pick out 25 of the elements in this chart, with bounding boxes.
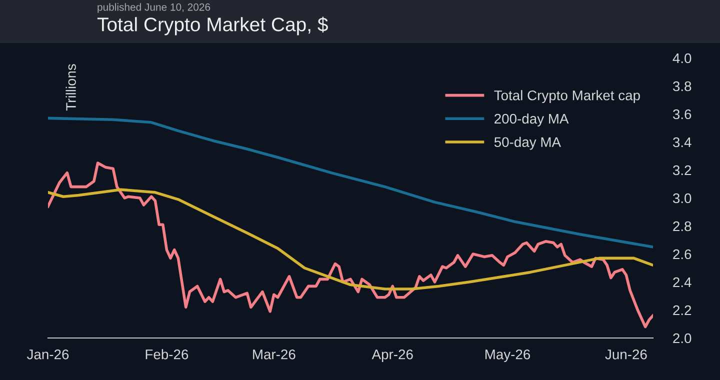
line-series: [48, 188, 653, 290]
y-tick-label: 4.0: [672, 53, 692, 64]
x-tick-label: May-26: [485, 349, 530, 362]
x-tick-label: Jan-26: [26, 349, 69, 360]
x-tick-label: Jun-26: [605, 349, 647, 360]
y-tick-label: 3.6: [672, 109, 692, 120]
x-tick-label: Feb-26: [146, 349, 188, 360]
chart-title: Total Crypto Market Cap, $: [97, 16, 328, 36]
legend-label: 200-day MA: [494, 113, 569, 126]
legend-label: 50-day MA: [494, 136, 561, 150]
x-tick-label: Mar-26: [253, 349, 296, 360]
line-series: [48, 162, 653, 328]
y-tick-label: 2.2: [673, 305, 692, 316]
y-tick-label: 2.0: [673, 333, 692, 344]
legend-label: Total Crypto Market cap: [494, 90, 640, 104]
y-tick-label: 3.4: [672, 137, 692, 148]
y-tick-label: 2.6: [673, 249, 692, 260]
chart-subtitle: published June 10, 2026: [98, 3, 210, 13]
y-tick-label: 3.2: [672, 165, 692, 176]
y-axis-title: Trillions: [66, 64, 76, 111]
x-tick-label: Apr-26: [372, 349, 413, 362]
y-tick-label: 3.0: [672, 193, 692, 204]
y-tick-label: 2.8: [673, 221, 692, 232]
y-tick-label: 2.4: [673, 277, 692, 288]
y-tick-label: 3.8: [672, 81, 692, 92]
